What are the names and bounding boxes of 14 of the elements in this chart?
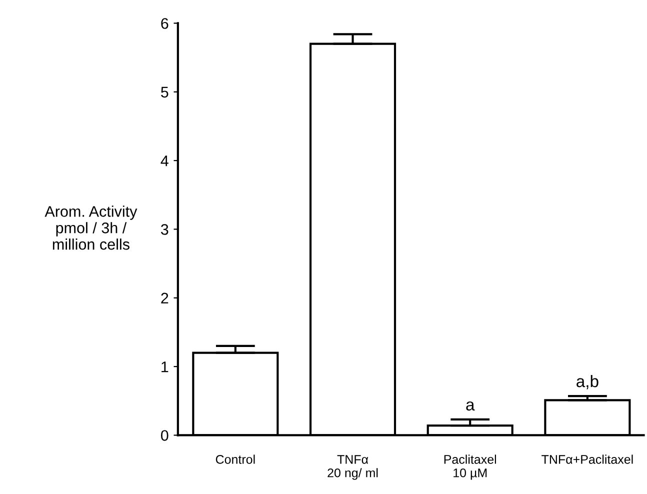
y-tick-label: 4 [160, 156, 168, 166]
annotation: a [466, 401, 475, 411]
y-tick-label: 1 [162, 362, 168, 372]
y-tick-label: 6 [161, 18, 168, 29]
y-tick-label: 3 [160, 224, 168, 235]
x-tick-label: TNFα+Paclitaxel [542, 454, 633, 464]
y-tick-label: 0 [161, 430, 168, 441]
y-tick-label: 2 [161, 292, 168, 304]
annotation: a,b [576, 374, 598, 390]
x-tick-label: Paclitaxel 10 µM [444, 454, 496, 480]
y-axis-title: Arom. Activity pmol / 3h / million cells [44, 206, 138, 250]
x-tick-label: Control [216, 454, 255, 464]
x-tick-label: TNFα 20 ng/ ml [328, 455, 378, 480]
y-tick-label: 5 [161, 86, 168, 98]
